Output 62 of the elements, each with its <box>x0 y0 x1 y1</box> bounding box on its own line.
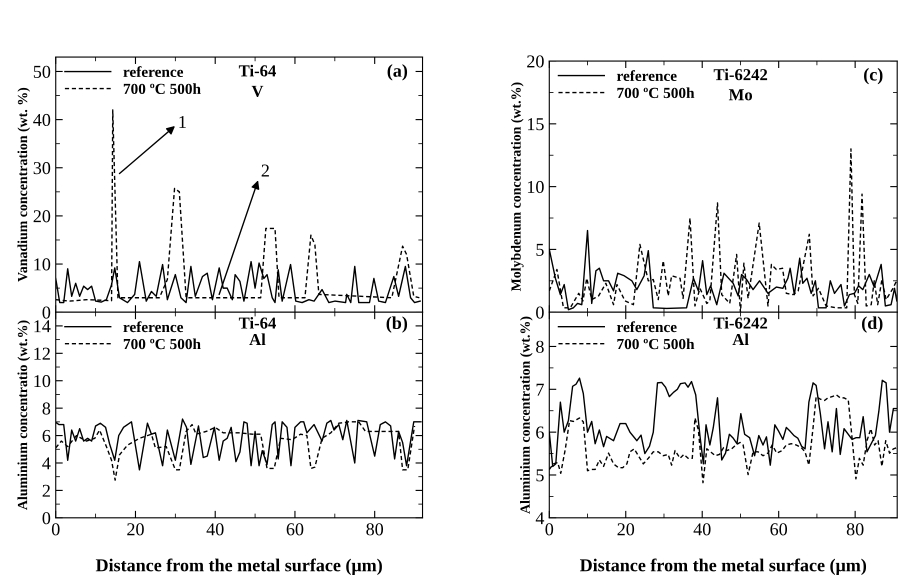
x-tick-label: 60 <box>770 523 788 536</box>
annotation: V <box>252 86 264 98</box>
legend-label: reference <box>616 321 677 332</box>
y-tick-label: 6 <box>42 430 50 442</box>
y-tick-label: 4 <box>536 512 544 524</box>
y-tick-label: 6 <box>536 426 544 439</box>
y-tick-label: 8 <box>42 402 50 415</box>
annotation: Mo <box>728 89 752 100</box>
x-tick-label: 0 <box>545 523 554 536</box>
y-tick-label: 0 <box>42 306 50 319</box>
annotation: Ti-64 <box>238 64 276 77</box>
y-tick-label: 0 <box>536 306 544 319</box>
y-tick-label: 50 <box>34 66 50 78</box>
legend-label: 700 ºC 500h <box>124 83 201 94</box>
annotation: Al <box>249 333 266 345</box>
y-tick-label: 20 <box>34 210 50 222</box>
y-tick-label: 12 <box>34 348 50 360</box>
x-tick-label: 60 <box>286 523 304 536</box>
annotation: Ti-6242 <box>714 316 768 329</box>
x-axis-title: Distance from the metal surface (μm) <box>96 558 382 576</box>
y-axis-title: Aluminium concentratio (wt.%) <box>17 320 30 510</box>
y-axis-title: Molybdenum concentration (wt.%) <box>510 82 524 292</box>
y-tick-label: 4 <box>42 457 51 470</box>
y-tick-label: 8 <box>536 340 544 353</box>
y-tick-label: 5 <box>536 244 544 256</box>
y-tick-label: 7 <box>536 384 544 396</box>
x-axis-title: Distance from the metal surface (μm) <box>580 558 866 576</box>
x-tick-label: 40 <box>694 523 711 536</box>
annotation: 2 <box>262 164 269 176</box>
x-tick-label: 0 <box>52 523 60 536</box>
annotation: Al <box>732 333 749 345</box>
y-tick-label: 0 <box>42 512 50 524</box>
legend-label: reference <box>616 70 677 82</box>
y-tick-label: 5 <box>536 469 544 482</box>
y-axis-title: Aluminium concentration (wt.%) <box>520 316 533 514</box>
y-axis-title: Vanadium concentration (wt. %) <box>17 88 30 282</box>
y-tick-label: 2 <box>42 484 50 497</box>
y-tick-label: 40 <box>33 114 50 126</box>
y-tick-label: 15 <box>528 118 544 130</box>
y-tick-label: 30 <box>34 162 50 174</box>
legend-label: 700 ºC 500h <box>617 338 694 350</box>
x-tick-label: 40 <box>206 523 224 536</box>
x-tick-label: 80 <box>846 523 864 536</box>
y-tick-label: 20 <box>527 55 544 68</box>
x-tick-label: 20 <box>618 523 634 536</box>
annotation: (a) <box>388 64 408 81</box>
annotation: (c) <box>864 68 882 84</box>
y-tick-label: 14 <box>34 320 51 332</box>
legend-label: reference <box>123 321 184 332</box>
y-tick-label: 10 <box>528 180 544 194</box>
y-tick-label: 10 <box>34 374 50 388</box>
x-tick-label: 80 <box>366 523 384 536</box>
annotation: Ti-6242 <box>714 68 768 80</box>
annotation: 1 <box>179 116 186 128</box>
legend-label: 700 ºC 500h <box>617 87 694 98</box>
legend-label: reference <box>123 66 184 78</box>
legend-label: 700 ºC 500h <box>124 338 201 350</box>
annotation: (d) <box>862 316 882 333</box>
annotation: (b) <box>386 316 408 333</box>
x-tick-label: 20 <box>127 523 144 536</box>
annotation: Ti-64 <box>238 316 276 329</box>
y-tick-label: 10 <box>34 258 50 270</box>
